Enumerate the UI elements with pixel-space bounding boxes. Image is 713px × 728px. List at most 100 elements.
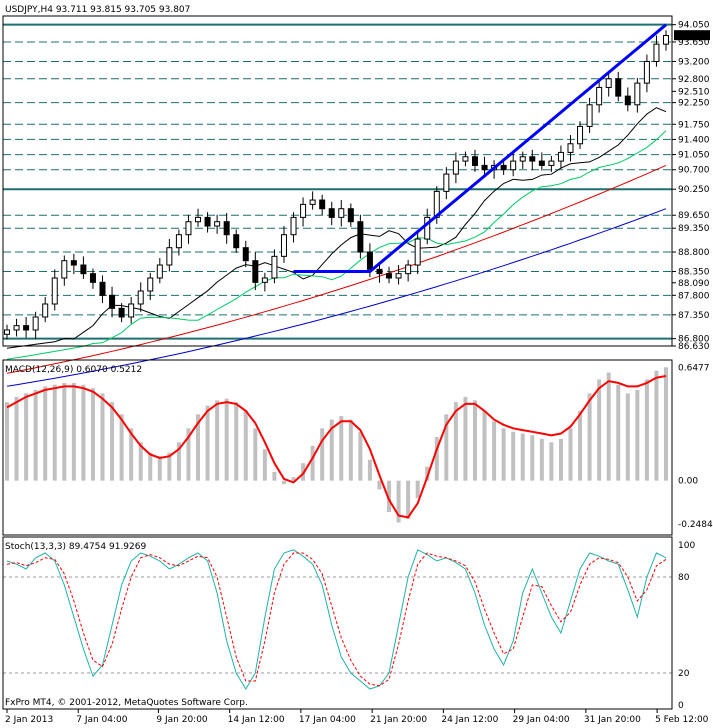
candle-body [548,160,555,166]
time-tick: 5 Feb 12:00 [655,715,709,725]
candle-body [510,160,517,171]
macd-bar [482,410,487,481]
time-tick: 24 Jan 12:00 [441,715,498,725]
candle-body [596,86,603,106]
price-tick: 88.090 [678,279,710,289]
time-axis: 2 Jan 2013 7 Jan 04:00 9 Jan 20:00 14 Jan 1… [5,709,709,725]
macd-bar [339,416,344,481]
macd-bar [81,384,86,481]
macd-bar [635,389,640,481]
macd-bar [644,379,649,481]
macd-bar [501,428,506,481]
candle-body [166,247,173,266]
candle-body [204,216,211,227]
macd-bar [24,393,29,481]
macd-bar [110,402,115,481]
macd-bar [396,480,401,523]
price-tick: 93.200 [678,57,710,67]
time-tick: 2 Jan 2013 [5,715,53,725]
macd-bar [387,480,392,513]
macd-bar [52,384,57,481]
candle-body [118,307,125,318]
macd-bar [291,477,296,481]
candle-body [80,264,87,275]
footer-copyright: FxPro MT4, © 2001-2012, MetaQuotes Softw… [5,698,248,708]
candle-body [500,164,507,171]
time-tick: 14 Jan 12:00 [228,715,285,725]
current-price-box [674,30,710,41]
time-tick: 21 Jan 20:00 [370,715,427,725]
macd-label: MACD(12,26,9) 0.6070 0.5212 [5,365,142,375]
macd-bar [530,435,535,481]
macd-bar [129,428,134,481]
macd-bar [597,379,602,481]
candle-body [577,125,584,145]
time-tick: 9 Jan 20:00 [156,715,208,725]
macd-signal-line [6,375,667,519]
macd-bar [578,410,583,481]
candle-body [471,156,478,166]
price-tick: 86.630 [678,342,710,352]
price-frame [2,15,673,347]
stoch-tick: 0 [678,701,684,711]
candle-body [70,260,77,266]
candle-body [338,208,345,218]
candle-body [328,208,335,218]
macd-bar [539,438,544,481]
price-tick: 89.350 [678,224,710,234]
macd-bar [272,471,277,481]
macd-bar [463,396,468,481]
candle-body [4,329,10,335]
macd-tick: 0.6477 [678,364,710,374]
price-tick: 90.700 [678,166,710,176]
candle-body [452,160,459,175]
price-tick: 88.350 [678,268,710,278]
price-tick: 92.800 [678,75,710,85]
macd-bar [453,402,458,481]
candle-body [252,260,259,283]
moving-average-line [6,130,667,360]
candle-body [414,238,421,266]
candle-body [634,82,641,106]
macd-bar [90,388,95,481]
candle-body [557,151,564,162]
macd-bar [205,405,210,481]
macd-bar [224,398,229,481]
macd-bar [654,370,659,481]
price-tick: 91.400 [678,135,710,145]
candle-body [261,277,268,283]
candle-body [462,156,469,162]
price-tick: 90.250 [678,185,710,195]
price-tick: 86.800 [678,335,710,345]
macd-bar [196,414,201,481]
symbol-header: USDJPY,H4 93.711 93.815 93.705 93.807 [5,5,190,15]
candle-body [424,216,431,240]
macd-bar [281,480,286,485]
candle-body [280,234,287,257]
macd-bar [568,428,573,481]
price-tick: 94.050 [678,21,710,31]
price-tick: 93.650 [678,38,710,48]
candle-body [51,277,58,305]
macd-bar [167,452,172,481]
macd-bar [320,428,325,481]
stoch-pane: 100 80 20 0 [3,541,695,711]
candle-body [223,221,230,236]
macd-bar [358,431,363,481]
price-tick: 93.807 [676,31,708,41]
macd-bar [406,480,411,520]
candle-body [175,234,182,249]
candle-body [443,173,450,192]
macd-bar [157,456,162,481]
candle-body [386,273,393,279]
macd-bar [5,402,9,481]
candle-body [653,43,660,62]
macd-bar [367,459,372,481]
macd-bar [606,372,611,481]
macd-bar [511,431,516,481]
macd-bar [100,393,105,481]
candle-body [567,143,574,153]
stoch-main-line [6,549,667,690]
